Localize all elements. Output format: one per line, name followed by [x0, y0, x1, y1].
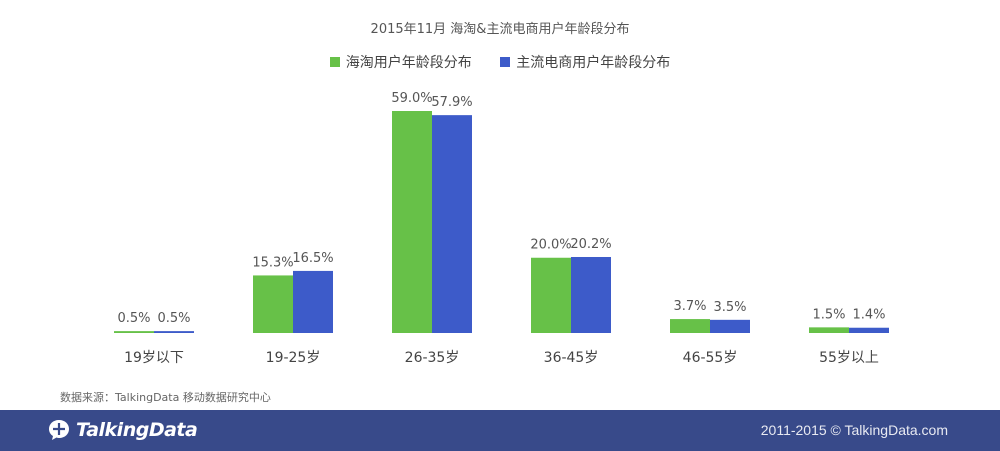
- brand-logo-text: TalkingData: [76, 419, 198, 441]
- data-label-mainstream: 16.5%: [292, 251, 333, 266]
- bar-chart: 0.5% 0.5% 19岁以下 15.3%16.5% 19-25岁 59.0%57.9% 2…: [114, 91, 889, 366]
- data-label-mainstream: 0.5%: [157, 311, 190, 326]
- bar-mainstream: [571, 256, 611, 333]
- data-label-haitao: 20.0%: [530, 238, 571, 253]
- data-label-haitao: 1.5%: [812, 307, 845, 322]
- chart-title: 2015年11月 海淘&主流电商用户年龄段分布: [370, 22, 630, 37]
- bar-haitao: [114, 331, 154, 333]
- bar-haitao: [392, 111, 432, 333]
- bar-mainstream: [293, 270, 333, 333]
- bar-mainstream: [154, 331, 194, 333]
- bar-haitao: [531, 257, 571, 333]
- data-source-note: 数据来源：TalkingData 移动数据研究中心: [60, 391, 271, 404]
- bar-haitao: [809, 327, 849, 333]
- legend-swatch-haitao: [329, 57, 340, 67]
- bar-mainstream: [849, 327, 889, 333]
- bar-haitao: [253, 275, 293, 333]
- legend-item-haitao: 海淘用户年龄段分布: [329, 52, 472, 72]
- legend-item-mainstream: 主流电商用户年龄段分布: [500, 52, 670, 72]
- footer-bar: TalkingData 2011-2015 © TalkingData.com: [0, 410, 1000, 451]
- legend-label-haitao: 海淘用户年龄段分布: [345, 55, 472, 71]
- data-label-mainstream: 57.9%: [431, 95, 472, 110]
- data-label-haitao: 59.0%: [391, 91, 432, 106]
- data-label-mainstream: 1.4%: [852, 308, 885, 323]
- data-label-haitao: 15.3%: [252, 255, 293, 270]
- data-label-haitao: 0.5%: [117, 311, 150, 326]
- data-label-haitao: 3.7%: [673, 299, 706, 314]
- copyright-text: 2011-2015 © TalkingData.com: [760, 422, 948, 438]
- bar-haitao: [670, 319, 710, 333]
- x-tick-label: 19-25岁: [266, 350, 321, 366]
- data-label-mainstream: 3.5%: [713, 300, 746, 315]
- data-label-mainstream: 20.2%: [570, 237, 611, 252]
- legend-label-mainstream: 主流电商用户年龄段分布: [516, 55, 671, 71]
- x-tick-label: 19岁以下: [124, 350, 184, 366]
- legend-swatch-mainstream: [500, 57, 511, 67]
- x-tick-label: 46-55岁: [683, 350, 738, 366]
- talkingdata-logo-icon: [49, 420, 69, 440]
- bar-mainstream: [432, 115, 472, 334]
- x-tick-label: 26-35岁: [405, 350, 460, 366]
- chart-legend: 海淘用户年龄段分布 主流电商用户年龄段分布: [0, 52, 1000, 72]
- x-tick-label: 55岁以上: [819, 350, 879, 366]
- brand-logo: TalkingData: [48, 419, 198, 441]
- x-tick-label: 36-45岁: [544, 350, 599, 366]
- bar-mainstream: [710, 319, 750, 333]
